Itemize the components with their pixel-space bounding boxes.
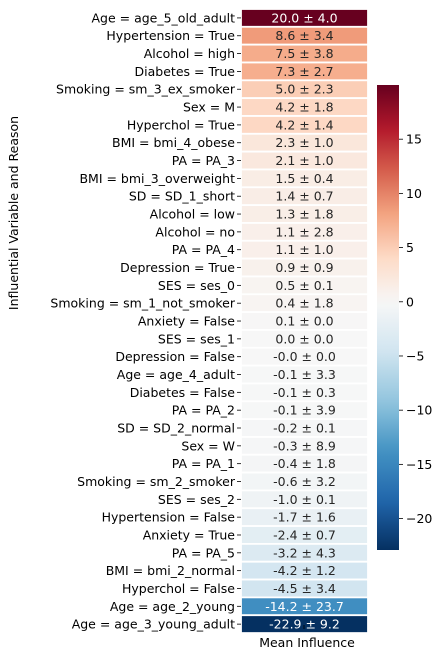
row-label: Age = age_3_young_adult	[72, 617, 235, 632]
cell-value-labels: 20.0 ± 4.0 8.6 ± 3.4 7.5 ± 3.8 7.3 ± 2.7 5.0…	[265, 10, 344, 631]
cell-value-label: 7.3 ± 2.7	[275, 64, 333, 79]
cell-value-label: -1.0 ± 0.1	[273, 492, 336, 507]
colorbar-tick-label: 10	[406, 186, 422, 201]
colorbar-gradient	[377, 85, 399, 550]
row-label: Depression = True	[120, 260, 235, 275]
x-axis-label: Mean Influence	[259, 635, 355, 650]
cell-value-label: -14.2 ± 23.7	[265, 599, 344, 614]
cell-value-label: -0.2 ± 0.1	[273, 421, 336, 436]
cell-value-label: -4.2 ± 1.2	[273, 563, 336, 578]
row-label: Alcohol = no	[155, 224, 235, 239]
cell-value-label: 4.2 ± 1.8	[275, 100, 333, 115]
cell-value-label: 0.1 ± 0.0	[275, 314, 333, 329]
cell-value-label: 2.1 ± 1.0	[275, 153, 333, 168]
cell-value-label: -1.7 ± 1.6	[273, 510, 336, 525]
colorbar-tick-label: −5	[406, 348, 424, 363]
cell-value-label: 0.0 ± 0.0	[275, 331, 333, 346]
row-label: Smoking = sm_3_ex_smoker	[56, 82, 236, 97]
row-label: Anxiety = False	[138, 314, 235, 329]
row-label: SES = ses_1	[158, 331, 235, 346]
colorbar-tick-label: 15	[406, 132, 422, 147]
cell-value-label: 1.1 ± 2.8	[275, 224, 333, 239]
row-label: Alcohol = high	[144, 46, 235, 61]
colorbar-tick-label: −15	[406, 457, 432, 472]
cell-value-label: 5.0 ± 2.3	[275, 82, 333, 97]
row-label: Hypertension = False	[102, 510, 236, 525]
row-label: Hypertension = True	[106, 28, 235, 43]
row-label: SD = SD_1_short	[129, 189, 235, 204]
row-label: BMI = bmi_4_obese	[112, 135, 235, 150]
cell-value-label: 1.3 ± 1.8	[275, 207, 333, 222]
row-label: Hyperchol = True	[127, 117, 235, 132]
row-label: PA = PA_4	[172, 242, 235, 257]
cell-value-label: -0.0 ± 0.0	[273, 349, 336, 364]
colorbar-tick-label: −10	[406, 403, 432, 418]
cell-value-label: -0.6 ± 3.2	[273, 474, 336, 489]
row-label: BMI = bmi_2_normal	[106, 563, 235, 578]
colorbar-tick-label: 5	[406, 240, 414, 255]
row-label: Alcohol = low	[150, 207, 235, 222]
colorbar-tick-label: −20	[406, 511, 432, 526]
row-label: PA = PA_1	[172, 456, 235, 471]
row-label: BMI = bmi_3_overweight	[79, 171, 235, 186]
row-label: Hyperchol = False	[122, 581, 235, 596]
x-axis: Mean Influence	[259, 625, 355, 650]
row-labels: Age = age_5_old_adult Hypertension = True…	[50, 10, 241, 632]
row-label: Depression = False	[115, 349, 235, 364]
row-label: SES = ses_2	[158, 492, 235, 507]
row-label: PA = PA_3	[172, 153, 235, 168]
cell-value-label: 1.4 ± 0.7	[275, 189, 333, 204]
cell-value-label: 0.5 ± 0.1	[275, 278, 333, 293]
cell-value-label: 1.5 ± 0.4	[275, 171, 333, 186]
colorbar: 15 10 5 0 −5 −10 −15 −20	[377, 85, 432, 550]
row-label: PA = PA_2	[172, 403, 235, 418]
cell-value-label: 4.2 ± 1.4	[275, 117, 333, 132]
colorbar-ticks: 15 10 5 0 −5 −10 −15 −20	[399, 132, 432, 526]
row-label: Sex = M	[183, 100, 235, 115]
cell-value-label: -2.4 ± 0.7	[273, 527, 336, 542]
row-label: Age = age_2_young	[110, 599, 235, 614]
y-axis-label: Influential Variable and Reason	[6, 116, 21, 310]
cell-value-label: -3.2 ± 4.3	[273, 545, 336, 560]
row-label: Age = age_5_old_adult	[91, 10, 235, 25]
cell-value-label: 7.5 ± 3.8	[275, 46, 333, 61]
cell-value-label: 1.1 ± 1.0	[275, 242, 333, 257]
row-label: Anxiety = True	[143, 527, 236, 542]
row-label: Sex = W	[181, 438, 235, 453]
cell-value-label: 0.4 ± 1.8	[275, 296, 333, 311]
row-label: Smoking = sm_2_smoker	[77, 474, 236, 489]
cell-value-label: -0.1 ± 3.9	[273, 403, 336, 418]
row-label: Diabetes = False	[130, 385, 236, 400]
row-label: Age = age_4_adult	[117, 367, 235, 382]
cell-value-label: 20.0 ± 4.0	[271, 10, 337, 25]
cell-value-label: -22.9 ± 9.2	[269, 617, 340, 632]
colorbar-tick-label: 0	[406, 294, 414, 309]
cell-value-label: 2.3 ± 1.0	[275, 135, 333, 150]
row-label: Smoking = sm_1_not_smoker	[50, 296, 235, 311]
cell-value-label: -0.1 ± 3.3	[273, 367, 336, 382]
cell-value-label: 8.6 ± 3.4	[275, 28, 333, 43]
cell-value-label: -0.1 ± 0.3	[273, 385, 336, 400]
row-label: PA = PA_5	[172, 545, 235, 560]
row-label: Diabetes = True	[135, 64, 236, 79]
cell-value-label: -0.4 ± 1.8	[273, 456, 336, 471]
cell-value-label: -4.5 ± 3.4	[273, 581, 336, 596]
row-label: SES = ses_0	[158, 278, 235, 293]
row-label: SD = SD_2_normal	[117, 421, 235, 436]
cell-value-label: -0.3 ± 8.9	[273, 438, 336, 453]
cell-value-label: 0.9 ± 0.9	[275, 260, 333, 275]
